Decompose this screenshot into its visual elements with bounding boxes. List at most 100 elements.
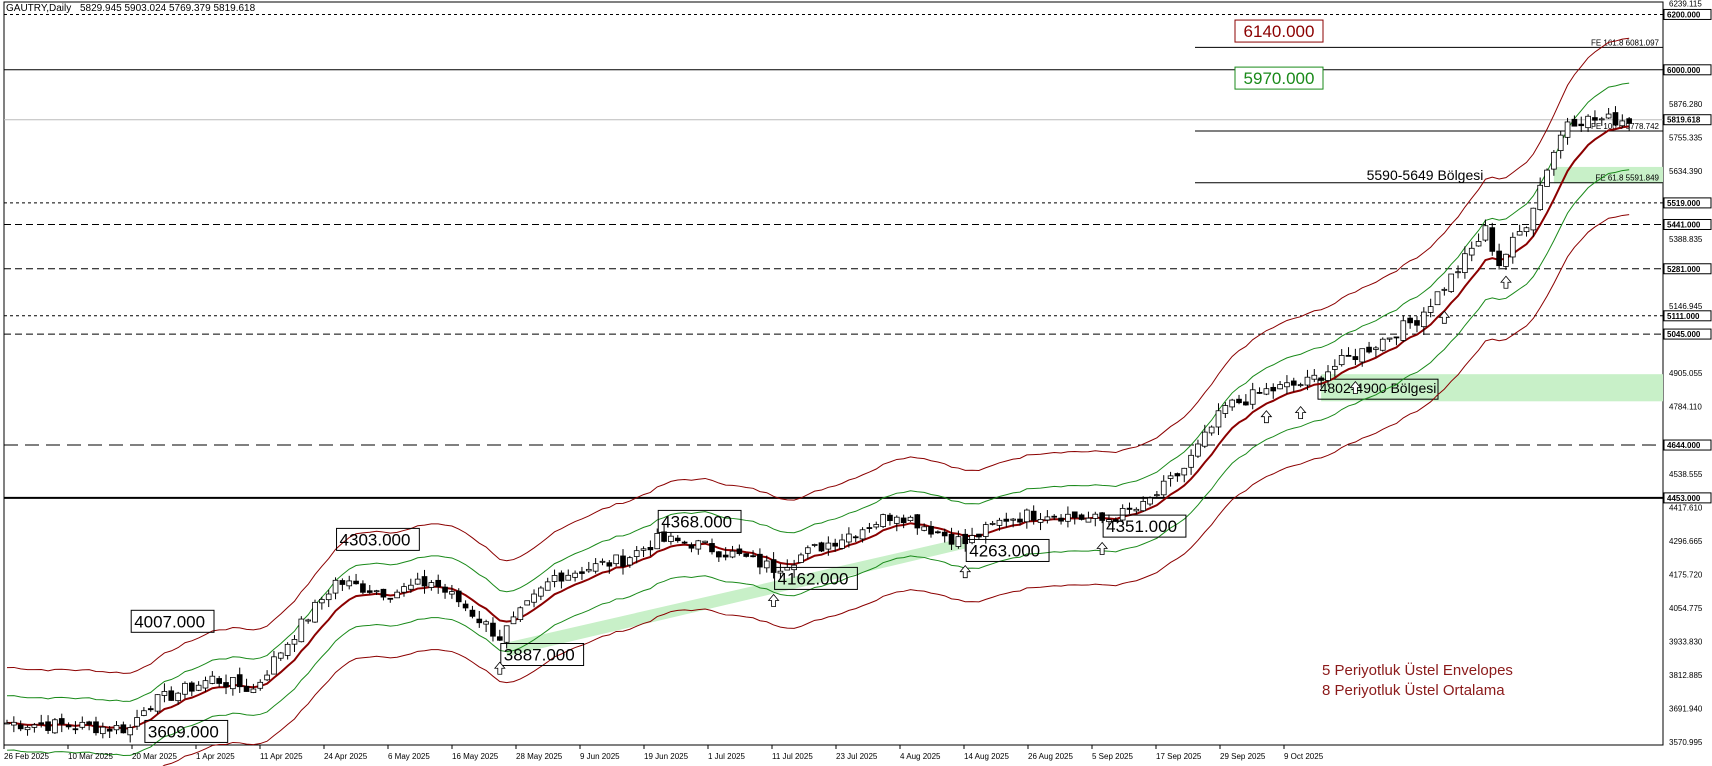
candle[interactable] [339, 578, 346, 591]
candle[interactable] [319, 596, 325, 610]
candle[interactable] [538, 585, 544, 601]
candle[interactable] [264, 670, 270, 682]
candle[interactable] [1434, 291, 1441, 306]
candle[interactable] [982, 521, 989, 544]
candle[interactable] [1222, 402, 1229, 418]
candle[interactable] [804, 545, 811, 559]
candle[interactable] [935, 530, 941, 534]
candle[interactable] [811, 543, 818, 548]
candle[interactable] [1345, 347, 1352, 357]
candle[interactable] [1249, 382, 1256, 410]
candle[interactable] [565, 569, 572, 581]
candle[interactable] [887, 512, 893, 526]
candle[interactable] [1420, 307, 1427, 335]
candle[interactable] [93, 716, 99, 736]
candle[interactable] [1065, 506, 1071, 528]
candle[interactable] [1154, 491, 1160, 498]
candle[interactable] [154, 694, 161, 715]
candle[interactable] [1140, 496, 1147, 512]
candle[interactable] [1051, 514, 1058, 520]
candle[interactable] [455, 588, 462, 608]
candle[interactable] [1441, 287, 1448, 296]
candle[interactable] [613, 554, 619, 567]
candle[interactable] [893, 515, 900, 532]
candle[interactable] [640, 546, 647, 558]
candle[interactable] [1017, 512, 1023, 526]
candle[interactable] [1167, 471, 1174, 487]
candle[interactable] [627, 555, 633, 568]
candle[interactable] [1598, 116, 1605, 126]
candle[interactable] [722, 547, 729, 561]
candle[interactable] [17, 720, 24, 732]
candle[interactable] [1626, 117, 1632, 132]
candle[interactable] [1448, 273, 1455, 293]
candle[interactable] [941, 528, 948, 543]
candle[interactable] [4, 719, 10, 725]
candle[interactable] [1311, 369, 1318, 383]
candle[interactable] [1468, 241, 1475, 262]
candle[interactable] [168, 686, 175, 701]
candle[interactable] [579, 566, 585, 580]
candle[interactable] [1188, 449, 1194, 475]
candle[interactable] [832, 538, 839, 552]
candle[interactable] [72, 721, 79, 735]
candle[interactable] [839, 533, 845, 550]
candle[interactable] [127, 724, 134, 743]
candle[interactable] [688, 542, 695, 553]
candle[interactable] [387, 597, 394, 603]
candle[interactable] [31, 722, 38, 733]
candle[interactable] [1119, 504, 1126, 523]
candle[interactable] [825, 536, 832, 556]
candle[interactable] [408, 578, 414, 593]
candle[interactable] [79, 716, 86, 730]
candle[interactable] [1427, 298, 1434, 318]
candle[interactable] [544, 577, 551, 591]
candle[interactable] [1578, 116, 1585, 132]
candle[interactable] [401, 582, 407, 597]
candle[interactable] [1085, 511, 1092, 523]
candle[interactable] [1379, 337, 1386, 352]
candle[interactable] [763, 555, 770, 573]
candle[interactable] [736, 544, 743, 556]
candle[interactable] [1263, 382, 1270, 396]
candle[interactable] [312, 599, 318, 623]
candle[interactable] [291, 635, 298, 652]
candle[interactable] [1078, 513, 1085, 521]
candle[interactable] [880, 513, 886, 529]
candle[interactable] [1003, 512, 1010, 528]
candle[interactable] [360, 580, 366, 595]
candles-layer[interactable] [4, 106, 1632, 743]
candle[interactable] [257, 679, 264, 691]
candle[interactable] [469, 605, 476, 619]
candle[interactable] [572, 570, 578, 582]
candle[interactable] [236, 667, 243, 693]
candle[interactable] [11, 716, 17, 733]
candle[interactable] [989, 520, 996, 526]
candle[interactable] [483, 619, 489, 633]
candle[interactable] [1160, 475, 1167, 498]
candle[interactable] [1304, 369, 1311, 391]
candle[interactable] [674, 535, 681, 543]
candle[interactable] [1174, 472, 1181, 482]
candle[interactable] [195, 681, 202, 692]
candle[interactable] [120, 721, 127, 734]
candle[interactable] [551, 569, 558, 588]
candle[interactable] [695, 539, 702, 555]
candle[interactable] [1044, 510, 1051, 524]
candle[interactable] [100, 722, 106, 739]
candle[interactable] [1133, 507, 1140, 514]
candle[interactable] [1407, 315, 1413, 329]
candle[interactable] [1503, 253, 1509, 270]
candle[interactable] [490, 617, 496, 642]
candle[interactable] [1058, 514, 1064, 525]
candle[interactable] [1516, 224, 1523, 236]
candle[interactable] [716, 551, 722, 562]
candle[interactable] [277, 651, 284, 661]
candle[interactable] [1571, 115, 1578, 127]
candle[interactable] [1496, 243, 1502, 270]
candle[interactable] [503, 625, 510, 649]
candle[interactable] [900, 514, 907, 529]
candle[interactable] [24, 725, 31, 736]
candle[interactable] [284, 642, 291, 660]
candle[interactable] [1126, 502, 1133, 514]
